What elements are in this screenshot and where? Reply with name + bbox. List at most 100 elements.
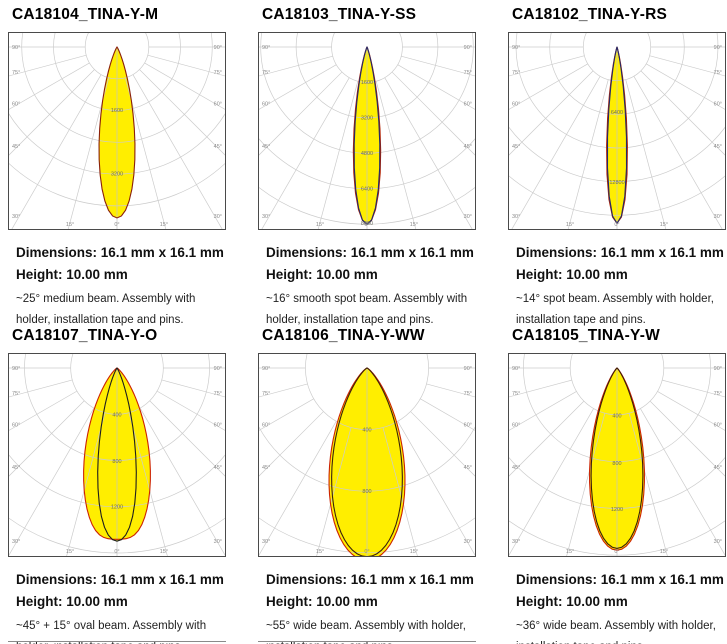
axis-value-labels: 400 800 1200 xyxy=(111,412,123,510)
product-specs: Dimensions: 16.1 mm x 16.1 mm Height: 10… xyxy=(516,569,726,644)
beam-description: ~16° smooth spot beam. Assembly with hol… xyxy=(266,289,476,331)
svg-text:60°: 60° xyxy=(512,101,520,107)
height-line: Height: 10.00 mm xyxy=(266,264,476,286)
polar-intensity-chart: 1600 3200 90° 75° 60° 45° 30° 90° 75° 60° 45° 30° 15… xyxy=(8,32,226,235)
beam-description: ~36° wide beam. Assembly with holder, in… xyxy=(516,616,726,644)
svg-text:0°: 0° xyxy=(114,222,119,228)
svg-text:75°: 75° xyxy=(262,391,270,397)
beam-outline xyxy=(606,46,628,225)
axis-value-labels: 1600 3200 4800 6400 8000 xyxy=(361,80,373,227)
dimensions-label: Dimensions: xyxy=(16,572,98,587)
svg-text:15°: 15° xyxy=(410,549,418,555)
beam-description-line1: ~16° smooth spot beam. Assembly with xyxy=(266,293,468,305)
product-specs: Dimensions: 16.1 mm x 16.1 mm Height: 10… xyxy=(16,569,226,644)
height-line: Height: 10.00 mm xyxy=(516,591,726,613)
height-line: Height: 10.00 mm xyxy=(16,264,226,286)
beam-description: ~55° wide beam. Assembly with holder, in… xyxy=(266,616,476,644)
beam-description-line1: ~55° wide beam. Assembly with holder, xyxy=(266,620,466,632)
polar-grid xyxy=(9,354,225,556)
svg-text:6400: 6400 xyxy=(361,187,373,193)
svg-text:3200: 3200 xyxy=(361,116,373,122)
beam-description-line2: holder, installation tape and pins. xyxy=(266,314,434,326)
dimensions-line: Dimensions: 16.1 mm x 16.1 mm xyxy=(516,569,726,591)
svg-text:60°: 60° xyxy=(262,101,270,107)
svg-text:60°: 60° xyxy=(12,101,20,107)
svg-text:15°: 15° xyxy=(66,549,74,555)
svg-text:15°: 15° xyxy=(316,222,324,228)
height-value: 10.00 mm xyxy=(316,267,378,282)
height-label: Height: xyxy=(516,594,563,609)
svg-text:800: 800 xyxy=(112,459,121,465)
svg-text:1600: 1600 xyxy=(111,108,123,114)
svg-text:30°: 30° xyxy=(464,539,472,545)
svg-text:45°: 45° xyxy=(714,144,722,150)
svg-text:30°: 30° xyxy=(714,214,722,220)
svg-text:90°: 90° xyxy=(714,45,722,51)
beam-outline xyxy=(352,46,382,225)
svg-text:75°: 75° xyxy=(464,70,472,76)
product-cell: CA18106_TINA-Y-WW 400 800 90° 75° 60° 45° 30° 9… xyxy=(258,327,476,644)
height-value: 10.00 mm xyxy=(566,267,628,282)
svg-text:90°: 90° xyxy=(464,45,472,51)
svg-text:15°: 15° xyxy=(316,549,324,555)
product-title: CA18105_TINA-Y-W xyxy=(512,327,660,344)
svg-text:800: 800 xyxy=(362,489,371,495)
svg-text:45°: 45° xyxy=(512,144,520,150)
beam-outline xyxy=(98,46,136,219)
svg-text:45°: 45° xyxy=(714,465,722,471)
product-title: CA18107_TINA-Y-O xyxy=(12,327,158,344)
polar-grid xyxy=(259,33,475,229)
polar-intensity-chart: 400 800 1200 90° 75° 60° 45° 30° 90° 75° 60° 45° 30°… xyxy=(8,353,226,562)
svg-text:90°: 90° xyxy=(214,45,222,51)
polar-grid xyxy=(259,354,475,556)
height-value: 10.00 mm xyxy=(66,267,128,282)
svg-text:90°: 90° xyxy=(262,366,270,372)
height-label: Height: xyxy=(16,267,63,282)
svg-text:60°: 60° xyxy=(464,422,472,428)
beam-description-line2: installation tape and pins. xyxy=(516,314,646,326)
beam-description: ~45° + 15° oval beam. Assembly with hold… xyxy=(16,616,226,644)
svg-text:15°: 15° xyxy=(160,222,168,228)
beam-description: ~14° spot beam. Assembly with holder, in… xyxy=(516,289,726,331)
height-line: Height: 10.00 mm xyxy=(16,591,226,613)
beam-description-line2: installation tape and pins xyxy=(516,637,726,644)
dimensions-label: Dimensions: xyxy=(516,572,598,587)
svg-text:45°: 45° xyxy=(262,465,270,471)
height-label: Height: xyxy=(266,594,313,609)
svg-text:30°: 30° xyxy=(12,214,20,220)
section-divider xyxy=(8,641,226,642)
svg-text:45°: 45° xyxy=(464,465,472,471)
svg-text:0°: 0° xyxy=(614,222,619,228)
angle-tick-labels: 90° 75° 60° 45° 30° 90° 75° 60° 45° 30° 15° 0° 15° xyxy=(12,45,222,228)
svg-text:75°: 75° xyxy=(214,70,222,76)
svg-text:15°: 15° xyxy=(160,549,168,555)
svg-text:75°: 75° xyxy=(714,391,722,397)
svg-text:15°: 15° xyxy=(410,222,418,228)
product-cell: CA18105_TINA-Y-W 400 800 1200 90° 75° 60° 45° 3… xyxy=(508,327,726,644)
product-specs: Dimensions: 16.1 mm x 16.1 mm Height: 10… xyxy=(266,569,476,644)
polar-intensity-chart: 6400 12800 90° 75° 60° 45° 30° 90° 75° 60° 45° 30° 1… xyxy=(508,32,726,235)
svg-text:45°: 45° xyxy=(214,144,222,150)
svg-text:0°: 0° xyxy=(364,222,369,228)
svg-text:30°: 30° xyxy=(714,539,722,545)
dimensions-value: 16.1 mm x 16.1 mm xyxy=(600,245,724,260)
beam-description-line1: ~25° medium beam. Assembly with xyxy=(16,293,196,305)
svg-text:15°: 15° xyxy=(660,549,668,555)
svg-text:75°: 75° xyxy=(512,391,520,397)
svg-text:75°: 75° xyxy=(464,391,472,397)
height-value: 10.00 mm xyxy=(316,594,378,609)
beam-outline xyxy=(328,367,406,556)
svg-text:30°: 30° xyxy=(262,539,270,545)
dimensions-line: Dimensions: 16.1 mm x 16.1 mm xyxy=(16,242,226,264)
product-row-top: CA18104_TINA-Y-M 1600 3200 90° 75° 60° 45° 30°… xyxy=(8,6,726,331)
beam-description-line2: installation tape and pins. xyxy=(266,637,476,644)
svg-text:12800: 12800 xyxy=(609,180,624,186)
svg-text:90°: 90° xyxy=(714,366,722,372)
svg-text:60°: 60° xyxy=(214,101,222,107)
height-line: Height: 10.00 mm xyxy=(516,264,726,286)
svg-text:0°: 0° xyxy=(364,549,369,555)
axis-value-labels: 1600 3200 xyxy=(111,108,123,178)
product-title: CA18106_TINA-Y-WW xyxy=(262,327,425,344)
product-cell: CA18103_TINA-Y-SS 1600 3200 4800 6400 8000 90… xyxy=(258,6,476,331)
